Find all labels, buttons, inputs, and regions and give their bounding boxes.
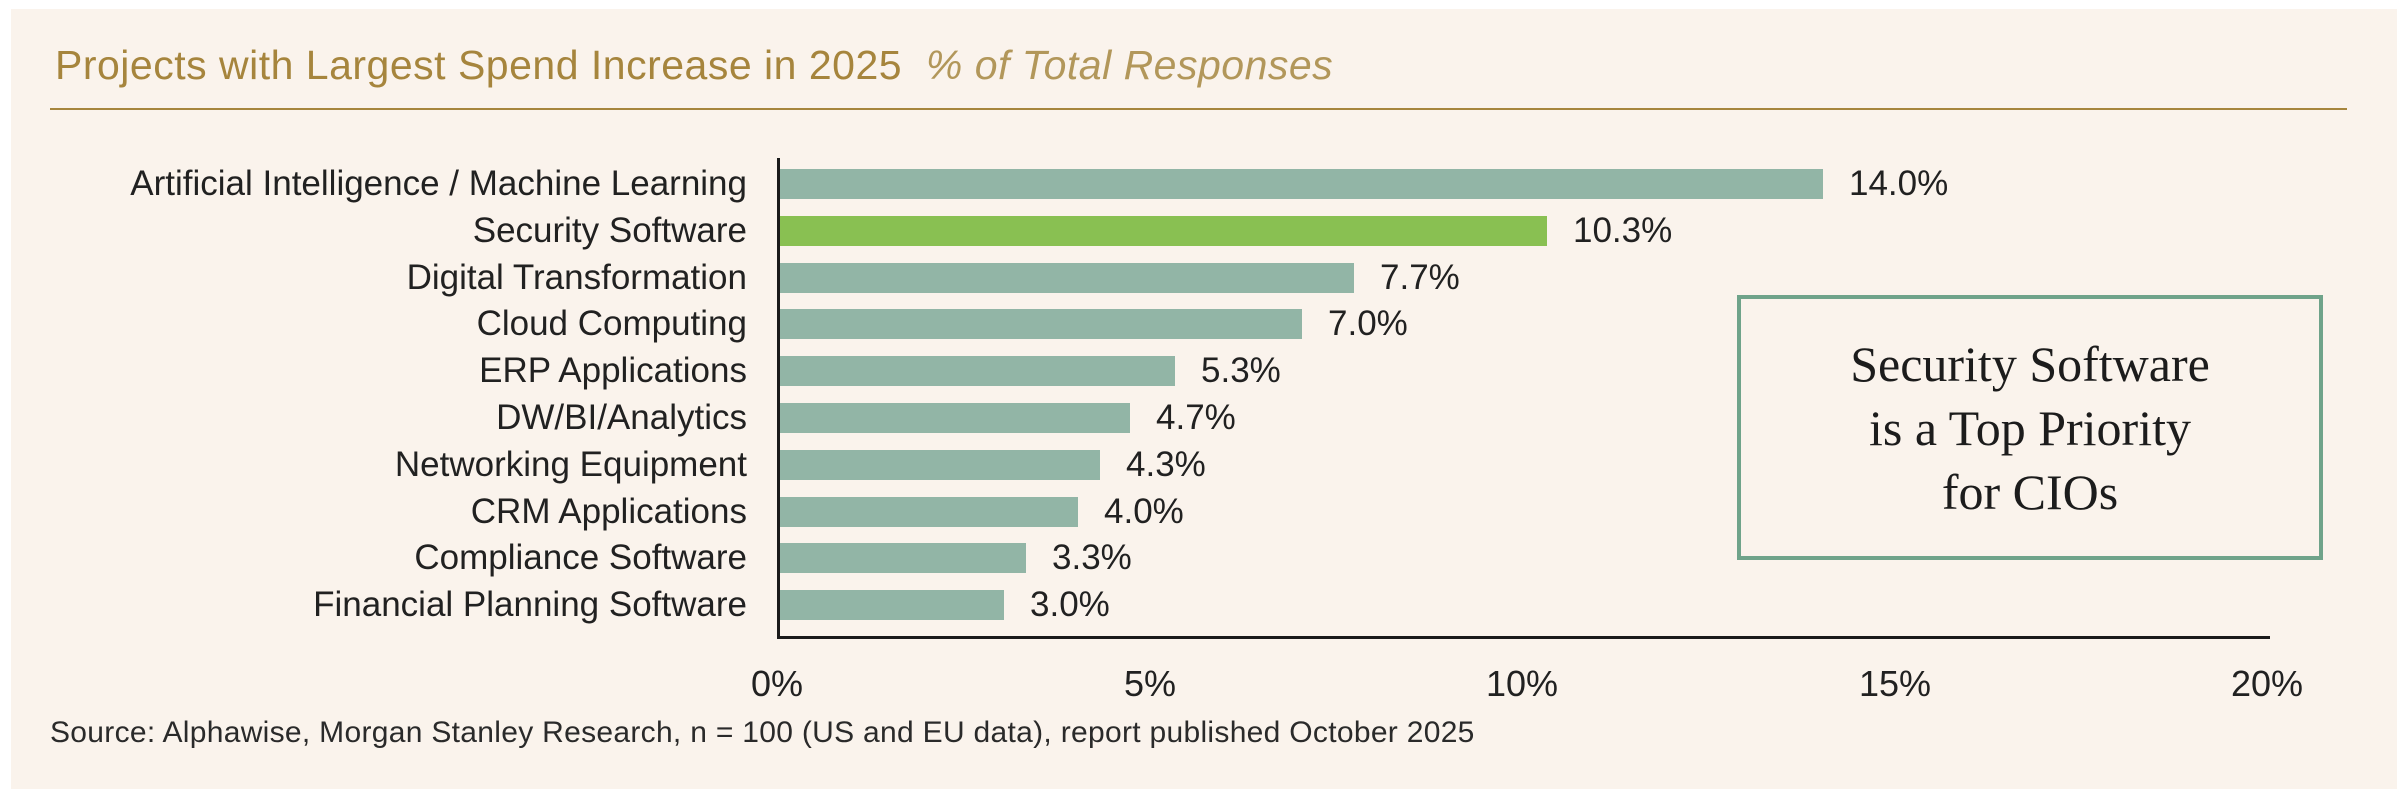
category-label-cloud-computing: Cloud Computing: [476, 304, 747, 343]
y-axis-line: [777, 158, 780, 639]
category-label-erp-applications: ERP Applications: [479, 351, 747, 390]
bar-digital-transformation: [780, 263, 1354, 293]
bar-compliance-software: [780, 543, 1026, 573]
x-tick-20: 20%: [2230, 663, 2304, 704]
x-tick-5: 5%: [1123, 663, 1177, 704]
source-note: Source: Alphawise, Morgan Stanley Resear…: [50, 716, 1475, 749]
page-title: Projects with Largest Spend Increase in …: [55, 42, 1333, 89]
value-label-compliance-software: 3.3%: [1052, 538, 1132, 577]
bar-security-software: [780, 216, 1547, 246]
title-subtitle: % of Total Responses: [925, 42, 1334, 88]
value-label-artificial-intelligence-machine-learning: 14.0%: [1849, 164, 1949, 203]
category-label-digital-transformation: Digital Transformation: [406, 258, 747, 297]
value-label-security-software: 10.3%: [1573, 211, 1673, 250]
bar-financial-planning-software: [780, 590, 1004, 620]
bar-cloud-computing: [780, 309, 1302, 339]
value-label-dw-bi-analytics: 4.7%: [1156, 398, 1236, 437]
category-label-security-software: Security Software: [472, 211, 747, 250]
category-label-artificial-intelligence-machine-learning: Artificial Intelligence / Machine Learni…: [130, 164, 747, 203]
x-tick-10: 10%: [1485, 663, 1559, 704]
bar-artificial-intelligence-machine-learning: [780, 169, 1823, 199]
x-tick-0: 0%: [750, 663, 804, 704]
bar-erp-applications: [780, 356, 1175, 386]
value-label-crm-applications: 4.0%: [1104, 492, 1184, 531]
bar-crm-applications: [780, 497, 1078, 527]
value-label-financial-planning-software: 3.0%: [1030, 585, 1110, 624]
category-label-financial-planning-software: Financial Planning Software: [313, 585, 747, 624]
value-label-cloud-computing: 7.0%: [1328, 304, 1408, 343]
bar-dw-bi-analytics: [780, 403, 1130, 433]
x-axis-line: [777, 636, 2270, 639]
value-label-digital-transformation: 7.7%: [1380, 258, 1460, 297]
category-label-dw-bi-analytics: DW/BI/Analytics: [496, 398, 747, 437]
bar-networking-equipment: [780, 450, 1100, 480]
category-label-compliance-software: Compliance Software: [414, 538, 747, 577]
category-label-crm-applications: CRM Applications: [470, 492, 747, 531]
title-divider: [50, 108, 2347, 110]
x-tick-15: 15%: [1858, 663, 1932, 704]
value-label-erp-applications: 5.3%: [1201, 351, 1281, 390]
title-text: Projects with Largest Spend Increase in …: [55, 42, 903, 88]
value-label-networking-equipment: 4.3%: [1126, 445, 1206, 484]
callout-box: Security Software is a Top Priority for …: [1737, 295, 2323, 560]
category-label-networking-equipment: Networking Equipment: [394, 445, 747, 484]
chart-panel: [11, 9, 2397, 789]
